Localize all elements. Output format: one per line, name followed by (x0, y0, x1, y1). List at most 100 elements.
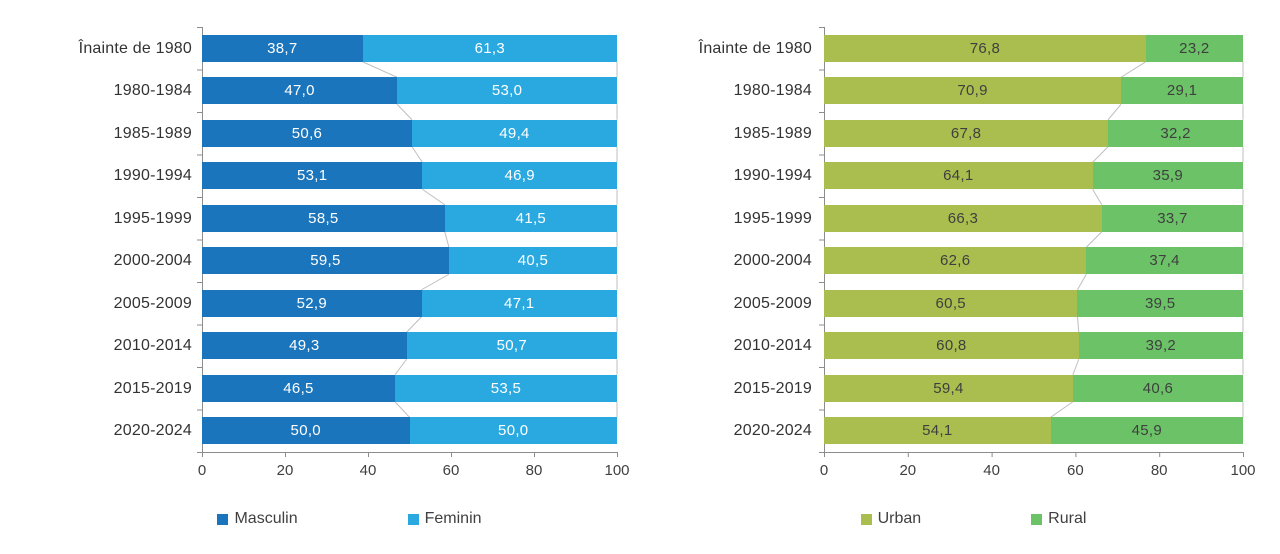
bar-segment-masculin: 50,6 (202, 119, 412, 147)
bar-segment-urban: 54,1 (824, 417, 1051, 445)
bar-segment-urban: 76,8 (824, 34, 1146, 62)
x-tick-label: 0 (819, 462, 829, 479)
bar-segment-masculin: 53,1 (202, 162, 423, 190)
category-label: 1980-1984 (113, 82, 192, 100)
category-label: 1995-1999 (733, 209, 812, 227)
legend-swatch-icon (217, 513, 229, 525)
bar-value-label: 50,7 (496, 337, 527, 355)
category-label: 1985-1989 (733, 124, 812, 142)
bar-segment-rural: 33,7 (1101, 204, 1243, 232)
bar-value-label: 64,1 (943, 167, 974, 185)
legend-swatch-icon (407, 513, 419, 525)
bar-value-label: 53,1 (296, 167, 328, 185)
bar-value-label: 29,1 (1166, 82, 1198, 100)
category-label: 2015-2019 (733, 379, 812, 397)
bar-segment-masculin: 50,0 (202, 417, 410, 445)
bar-value-label: 41,5 (515, 209, 547, 227)
bar-value-label: 59,5 (310, 252, 341, 270)
bar-value-label: 40,5 (517, 252, 549, 270)
x-tick-label: 80 (1150, 462, 1168, 479)
series-connector-line (406, 316, 422, 333)
x-tick-label: 100 (604, 462, 630, 479)
category-label: 2005-2009 (733, 294, 812, 312)
series-connector-line (444, 231, 450, 248)
category-label: 2005-2009 (113, 294, 192, 312)
series-connector-line (1107, 103, 1122, 121)
series-connector-line (1120, 61, 1147, 78)
bar-segment-masculin: 52,9 (202, 289, 422, 317)
bar-segment-masculin: 59,5 (202, 247, 449, 275)
bar-value-label: 70,9 (957, 82, 988, 100)
bar-value-label: 39,2 (1145, 337, 1177, 355)
category-label: 2020-2024 (113, 422, 192, 440)
bar-segment-urban: 59,4 (824, 374, 1073, 402)
series-connector-line (1092, 188, 1103, 206)
bar-value-label: 23,2 (1179, 39, 1210, 57)
bar-segment-masculin: 38,7 (202, 34, 363, 62)
bar-value-label: 45,9 (1131, 422, 1163, 440)
bar-value-label: 62,6 (939, 252, 971, 270)
bar-segment-masculin: 49,3 (202, 332, 407, 360)
category-label: 1990-1994 (733, 167, 812, 185)
series-connector-line (396, 103, 413, 121)
bar-value-label: 60,8 (936, 337, 967, 355)
bar-segment-rural: 32,2 (1108, 119, 1243, 147)
bar-segment-feminin: 40,5 (448, 247, 617, 275)
bar-value-label: 58,5 (308, 209, 339, 227)
bar-value-label: 39,5 (1145, 294, 1176, 312)
bar-value-label: 46,9 (504, 167, 535, 185)
x-tick-label: 80 (525, 462, 543, 479)
bar-value-label: 47,1 (504, 294, 535, 312)
bar-segment-feminin: 61,3 (362, 34, 617, 62)
bar-segment-feminin: 47,1 (421, 289, 617, 317)
bar-segment-masculin: 46,5 (202, 374, 395, 402)
bar-value-label: 32,2 (1160, 124, 1191, 142)
category-label: 2010-2014 (733, 337, 812, 355)
series-connector-line (394, 401, 410, 418)
category-label: 2010-2014 (113, 337, 192, 355)
category-label: 2000-2004 (733, 252, 812, 270)
bar-value-label: 46,5 (283, 379, 314, 397)
x-tick-label: 100 (1230, 462, 1256, 479)
legend-label: Rural (1048, 510, 1087, 527)
x-tick-label: 60 (1067, 462, 1084, 479)
legend-item-masculin: Masculin (217, 510, 298, 528)
bar-segment-masculin: 47,0 (202, 77, 398, 105)
bar-segment-rural: 45,9 (1050, 417, 1243, 445)
series-connector-line (1092, 146, 1109, 163)
bar-segment-urban: 67,8 (824, 119, 1109, 147)
bar-value-label: 37,4 (1149, 252, 1180, 270)
bar-segment-urban: 64,1 (824, 162, 1093, 190)
x-tick-label: 20 (899, 462, 917, 479)
bar-segment-feminin: 53,0 (397, 77, 617, 105)
series-connector-line (411, 146, 423, 163)
bar-value-label: 76,8 (969, 39, 1001, 57)
series-connector-line (1050, 401, 1074, 418)
bar-segment-urban: 62,6 (824, 247, 1087, 275)
legend-swatch-icon (1031, 513, 1043, 525)
bar-segment-feminin: 50,7 (406, 332, 617, 360)
bar-segment-rural: 23,2 (1145, 34, 1243, 62)
series-connector-line (1077, 274, 1087, 290)
bar-segment-urban: 66,3 (824, 204, 1102, 232)
bar-segment-feminin: 41,5 (444, 204, 617, 232)
bar-value-label: 47,0 (284, 82, 315, 100)
x-tick-label: 0 (197, 462, 207, 479)
bar-segment-rural: 35,9 (1092, 162, 1243, 190)
category-label: Înainte de 1980 (78, 39, 192, 57)
category-label: 1995-1999 (113, 209, 192, 227)
bar-value-label: 33,7 (1157, 209, 1188, 227)
legend: Masculin Feminin (142, 510, 557, 528)
series-connector-line (421, 273, 450, 291)
bar-segment-urban: 60,8 (824, 332, 1079, 360)
bar-value-label: 59,4 (933, 379, 964, 397)
bar-value-label: 49,4 (499, 124, 530, 142)
bar-segment-urban: 70,9 (824, 77, 1122, 105)
residence-structure-chart: 0 20 40 60 80 100 Înainte de 1980 76,8 23,2 1980-… (640, 0, 1280, 554)
legend-swatch-icon (860, 513, 872, 525)
bar-value-label: 40,6 (1142, 379, 1174, 397)
category-label: 2015-2019 (113, 379, 192, 397)
bar-segment-rural: 39,5 (1077, 289, 1243, 317)
category-label: 1985-1989 (113, 124, 192, 142)
